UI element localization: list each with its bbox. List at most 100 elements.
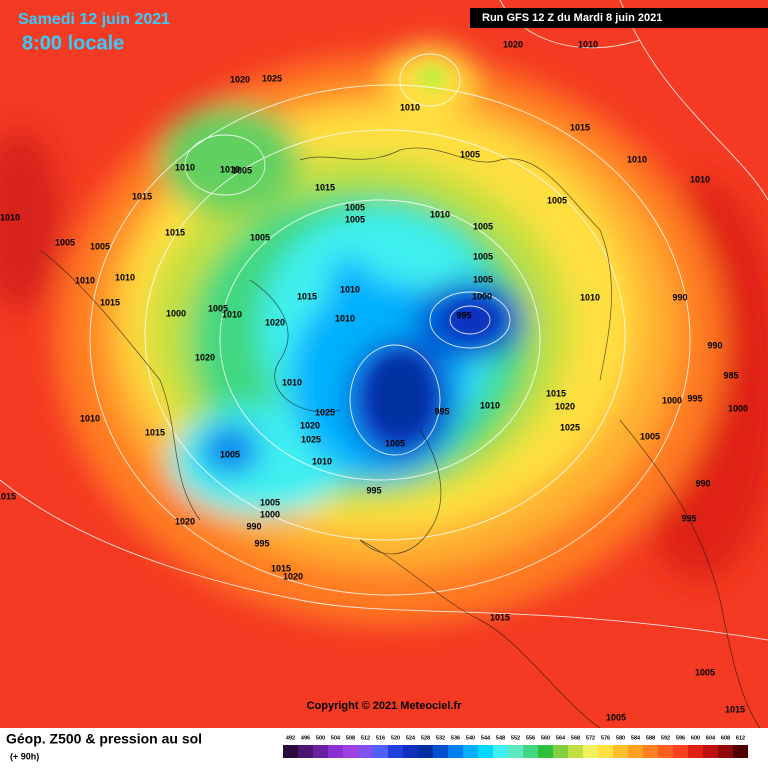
pressure-label: 995 bbox=[366, 485, 381, 495]
pressure-label: 1005 bbox=[90, 241, 110, 251]
scale-label: 500 bbox=[316, 735, 325, 741]
pressure-label: 1005 bbox=[695, 667, 715, 677]
valid-date: Samedi 12 juin 2021 bbox=[18, 11, 170, 28]
scale-cell bbox=[358, 745, 373, 758]
pressure-label: 1010 bbox=[222, 309, 242, 319]
pressure-label: 1010 bbox=[220, 164, 240, 174]
scale-cell bbox=[403, 745, 418, 758]
pressure-label: 1000 bbox=[728, 403, 748, 413]
copyright: Copyright © 2021 Meteociel.fr bbox=[307, 700, 463, 712]
pressure-label: 1005 bbox=[55, 237, 75, 247]
scale-cell bbox=[493, 745, 508, 758]
pressure-label: 1020 bbox=[175, 516, 195, 526]
scale-label: 520 bbox=[391, 735, 400, 741]
pressure-label: 1005 bbox=[260, 497, 280, 507]
pressure-label: 1000 bbox=[472, 291, 492, 301]
scale-label: 612 bbox=[736, 735, 745, 741]
pressure-label: 990 bbox=[246, 521, 261, 531]
pressure-label: 1005 bbox=[232, 165, 252, 175]
pressure-label: 1025 bbox=[262, 73, 282, 83]
pressure-label: 995 bbox=[456, 310, 471, 320]
scale-cell bbox=[718, 745, 733, 758]
scale-cell bbox=[688, 745, 703, 758]
pressure-label: 1005 bbox=[345, 214, 365, 224]
pressure-label: 1010 bbox=[480, 400, 500, 410]
pressure-label: 1005 bbox=[606, 712, 626, 722]
scale-label: 492 bbox=[286, 735, 295, 741]
pressure-label: 1015 bbox=[315, 182, 335, 192]
pressure-label: 1005 bbox=[473, 221, 493, 231]
scale-label: 592 bbox=[661, 735, 670, 741]
scale-cell bbox=[343, 745, 358, 758]
scale-cell bbox=[523, 745, 538, 758]
scale-cell bbox=[283, 745, 298, 758]
pressure-label: 995 bbox=[687, 393, 702, 403]
scale-cell bbox=[463, 745, 478, 758]
pressure-label: 1010 bbox=[690, 174, 710, 184]
pressure-label: 1005 bbox=[473, 274, 493, 284]
scale-label: 540 bbox=[466, 735, 475, 741]
pressure-label: 1005 bbox=[473, 251, 493, 261]
pressure-label: 1025 bbox=[315, 407, 335, 417]
pressure-label: 1010 bbox=[282, 377, 302, 387]
pressure-label: 1005 bbox=[208, 303, 228, 313]
scale-label: 552 bbox=[511, 735, 520, 741]
scale-label: 516 bbox=[376, 735, 385, 741]
pressure-label: 1015 bbox=[297, 291, 317, 301]
pressure-label: 1000 bbox=[166, 308, 186, 318]
pressure-label: 995 bbox=[434, 406, 449, 416]
scale-cell bbox=[388, 745, 403, 758]
local-time: 8:00 locale bbox=[22, 32, 124, 54]
pressure-label: 1010 bbox=[430, 209, 450, 219]
scale-cell bbox=[598, 745, 613, 758]
scale-label: 504 bbox=[331, 735, 341, 741]
scale-label: 580 bbox=[616, 735, 625, 741]
scale-label: 548 bbox=[496, 735, 505, 741]
pressure-label: 1000 bbox=[260, 509, 280, 519]
pressure-label: 1010 bbox=[335, 313, 355, 323]
scale-label: 608 bbox=[721, 735, 730, 741]
pressure-label: 985 bbox=[723, 370, 738, 380]
scale-label: 556 bbox=[526, 735, 535, 741]
scale-label: 600 bbox=[691, 735, 700, 741]
scale-label: 596 bbox=[676, 735, 685, 741]
scale-label: 544 bbox=[481, 735, 491, 741]
scale-cell bbox=[643, 745, 658, 758]
scale-cell bbox=[313, 745, 328, 758]
scale-label: 572 bbox=[586, 735, 595, 741]
pressure-label: 1025 bbox=[560, 422, 580, 432]
pressure-label: 1005 bbox=[385, 438, 405, 448]
pressure-label: 995 bbox=[681, 513, 696, 523]
pressure-label: 1020 bbox=[300, 420, 320, 430]
pressure-label: 1015 bbox=[271, 563, 291, 573]
pressure-label: 1010 bbox=[115, 272, 135, 282]
scale-label: 584 bbox=[631, 735, 641, 741]
pressure-label: 1010 bbox=[578, 39, 598, 49]
pressure-label: 1010 bbox=[627, 154, 647, 164]
pressure-label: 990 bbox=[707, 340, 722, 350]
pressure-label: 1020 bbox=[503, 39, 523, 49]
scale-cell bbox=[658, 745, 673, 758]
coastlines bbox=[39, 147, 761, 728]
scale-label: 496 bbox=[301, 735, 310, 741]
pressure-label: 1010 bbox=[580, 292, 600, 302]
pressure-label: 1015 bbox=[725, 704, 745, 714]
scale-cell bbox=[628, 745, 643, 758]
pressure-label: 1010 bbox=[80, 413, 100, 423]
scale-cell bbox=[703, 745, 718, 758]
pressure-label: 1005 bbox=[547, 195, 567, 205]
pressure-label: 1010 bbox=[175, 162, 195, 172]
pressure-label: 1010 bbox=[75, 275, 95, 285]
scale-cell bbox=[448, 745, 463, 758]
scale-cell bbox=[553, 745, 568, 758]
pressure-label: 1015 bbox=[100, 297, 120, 307]
scale-label: 588 bbox=[646, 735, 655, 741]
pressure-label: 1015 bbox=[0, 491, 16, 501]
pressure-label: 1005 bbox=[460, 149, 480, 159]
pressure-label: 1020 bbox=[265, 317, 285, 327]
scale-label: 568 bbox=[571, 735, 580, 741]
pressure-label: 1015 bbox=[570, 122, 590, 132]
